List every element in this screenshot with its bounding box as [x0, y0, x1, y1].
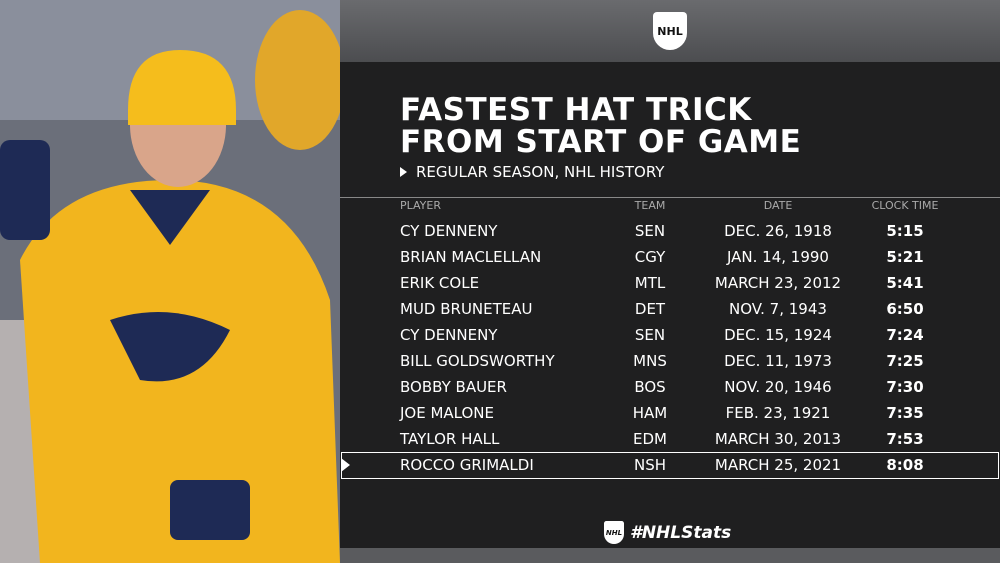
title-line: FROM START OF GAME — [400, 124, 802, 160]
column-header: PLAYER — [400, 199, 441, 212]
player-cell: CY DENNENY — [400, 222, 498, 240]
team-cell: BOS — [634, 378, 666, 396]
date-cell: MARCH 30, 2013 — [714, 430, 842, 448]
clock-time-cell: 5:21 — [886, 248, 924, 266]
player-cell: TAYLOR HALL — [400, 430, 500, 448]
team-cell: NSH — [633, 456, 667, 474]
player-cell: BILL GOLDSWORTHY — [400, 352, 555, 370]
nhl-logo: NHL — [653, 12, 687, 50]
column-header: DATE — [763, 199, 793, 212]
rule — [340, 197, 1000, 198]
team-cell: CGY — [634, 248, 666, 266]
player-cell: JOE MALONE — [400, 404, 495, 422]
player-cell: ERIK COLE — [400, 274, 480, 292]
date-cell: MARCH 25, 2021 — [714, 456, 842, 474]
clock-time-cell: 7:24 — [886, 326, 924, 344]
title-line: FASTEST HAT TRICK — [400, 92, 752, 128]
team-cell: HAM — [632, 404, 668, 422]
subtitle: REGULAR SEASON, NHL HISTORY — [400, 163, 664, 181]
player-cell: CY DENNENY — [400, 326, 498, 344]
panel — [340, 62, 1000, 548]
player-cell: BRIAN MACLELLAN — [400, 248, 542, 266]
clock-time-cell: 8:08 — [886, 456, 924, 474]
player-cell: MUD BRUNETEAU — [400, 300, 533, 318]
team-cell: SEN — [634, 326, 666, 344]
team-cell: DET — [634, 300, 666, 318]
date-cell: DEC. 26, 1918 — [724, 222, 832, 240]
clock-time-cell: 7:30 — [886, 378, 924, 396]
player-cell: BOBBY BAUER — [400, 378, 507, 396]
clock-time-cell: 7:35 — [886, 404, 924, 422]
column-header: CLOCK TIME — [871, 199, 939, 212]
team-cell: MNS — [633, 352, 667, 370]
team-cell: MTL — [634, 274, 666, 292]
date-cell: NOV. 7, 1943 — [729, 300, 827, 318]
column-header: TEAM — [634, 199, 666, 212]
date-cell: NOV. 20, 1946 — [724, 378, 832, 396]
team-cell: EDM — [633, 430, 667, 448]
team-cell: SEN — [634, 222, 666, 240]
date-cell: JAN. 14, 1990 — [727, 248, 829, 266]
clock-time-cell: 5:41 — [886, 274, 924, 292]
date-cell: DEC. 11, 1973 — [724, 352, 832, 370]
date-cell: DEC. 15, 1924 — [724, 326, 832, 344]
hashtag: #NHLStats — [630, 522, 732, 543]
clock-time-cell: 7:25 — [886, 352, 924, 370]
clock-time-cell: 7:53 — [886, 430, 924, 448]
footer-logo: NHL — [604, 521, 624, 544]
player-photo — [0, 0, 340, 563]
date-cell: MARCH 23, 2012 — [714, 274, 842, 292]
clock-time-cell: 6:50 — [886, 300, 924, 318]
highlight-arrow — [341, 458, 350, 472]
footer: NHL #NHLStats — [604, 521, 731, 544]
clock-time-cell: 5:15 — [886, 222, 924, 240]
date-cell: FEB. 23, 1921 — [725, 404, 831, 422]
bottom-band — [340, 548, 1000, 563]
player-cell: ROCCO GRIMALDI — [400, 456, 534, 474]
